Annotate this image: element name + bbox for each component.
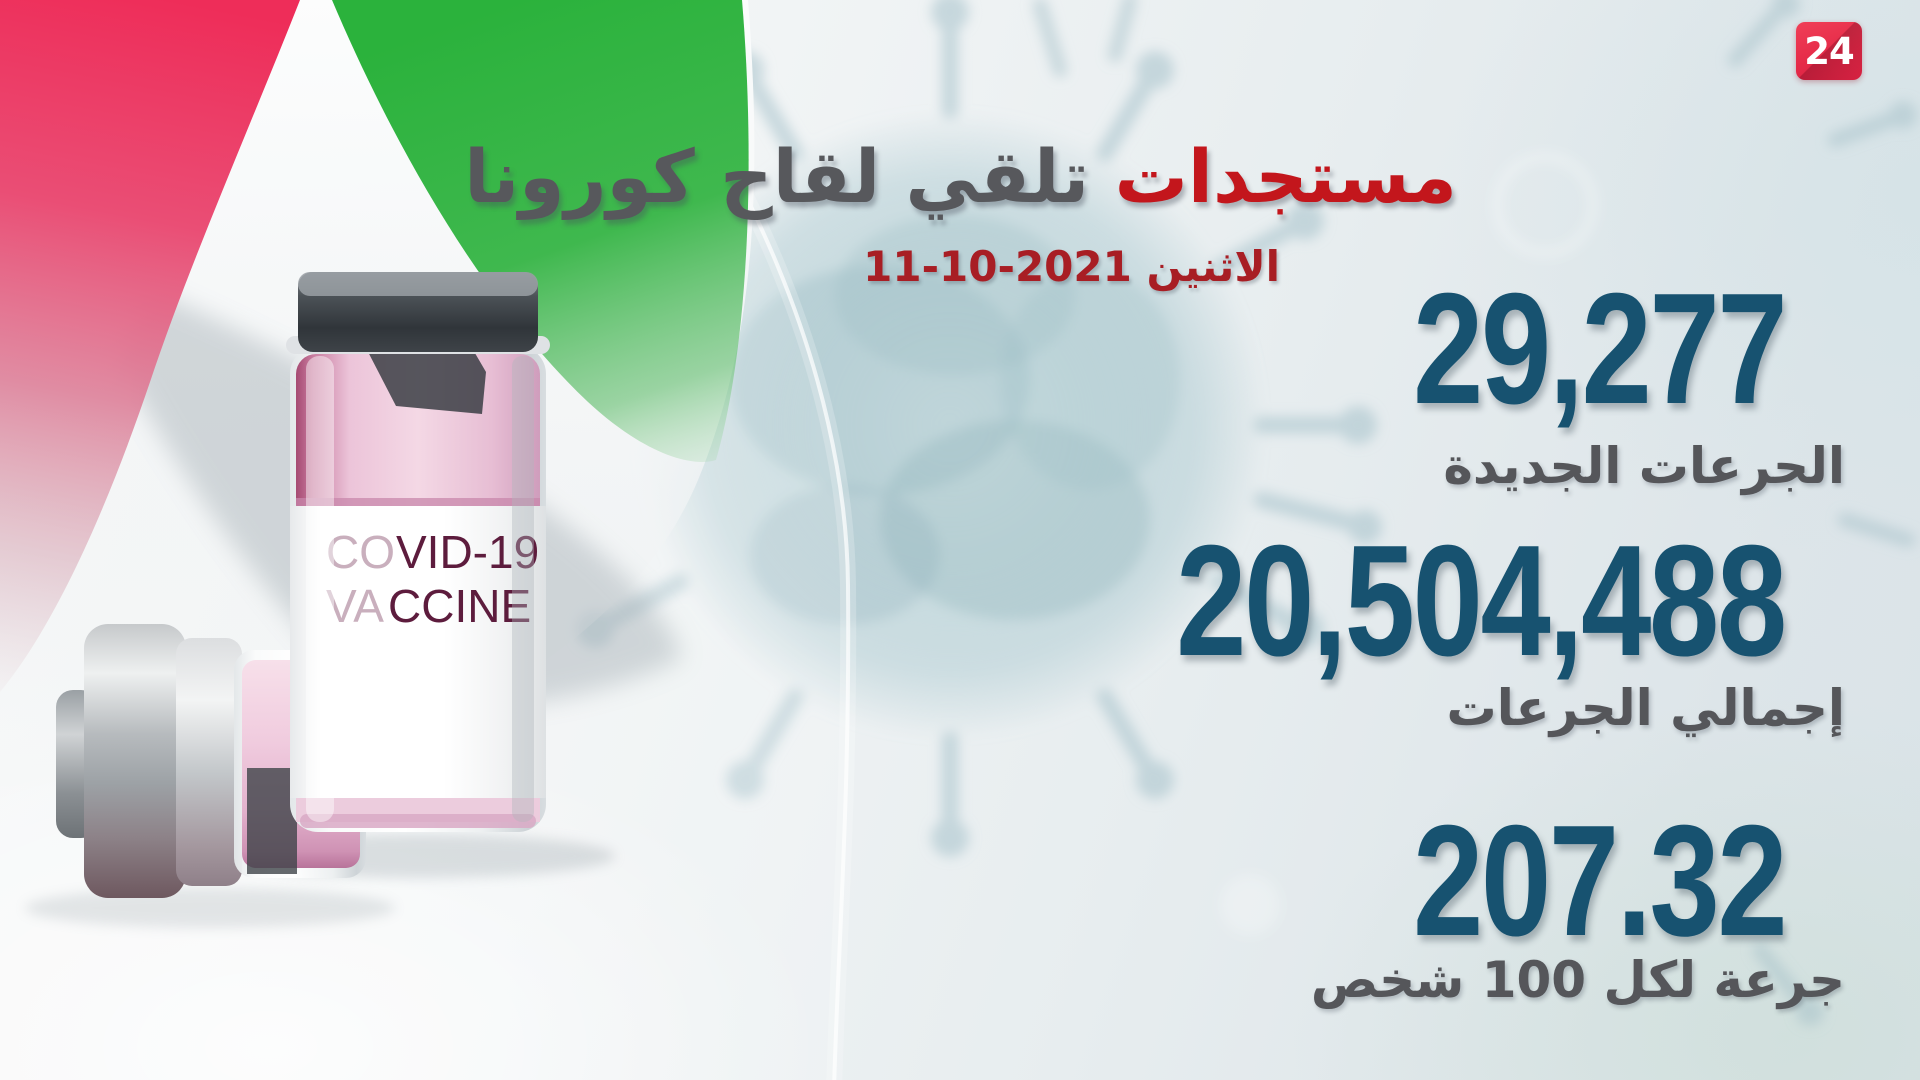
stat-new-doses-label: الجرعات الجديدة (1443, 437, 1845, 495)
standing-vial: CO VID-19 VA CCINE (286, 272, 550, 832)
stat-doses-per-100-label: جرعة لكل 100 شخص (1310, 951, 1845, 1009)
stat-doses-per-100-value: 207.32 (1320, 793, 1788, 969)
channel-24-logo: 24 (1796, 22, 1862, 80)
title-highlight: مستجدات (1114, 135, 1457, 220)
stat-new-doses-number: 29,277 (1412, 261, 1788, 437)
stat-total-doses-value: 20,504,488 (1024, 513, 1787, 689)
logo-shadow (1796, 22, 1862, 80)
title-rest: تلقي لقاح كورونا (464, 135, 1090, 220)
date-line: الاثنين 2021-10-11 (863, 242, 1280, 291)
flag-red-band (0, 0, 300, 692)
vaccine-vials-illustration: CO VID-19 VA CCINE (25, 272, 615, 928)
flag-green-band (332, 0, 749, 462)
vial-label-text-light2: VA (326, 580, 384, 632)
stat-new-doses-value: 29,277 (1320, 261, 1788, 437)
vial-label-text-dark1: VID-19 (396, 526, 539, 578)
vial-label-text-dark2: CCINE (388, 580, 531, 632)
vial-label-text-light1: CO (326, 526, 395, 578)
stat-total-doses-label: إجمالي الجرعات (1446, 679, 1845, 737)
logo-text: 24 (1804, 29, 1854, 73)
vial-label (290, 506, 546, 798)
stat-total-doses-number: 20,504,488 (1176, 513, 1787, 689)
page-title: مستجدات تلقي لقاح كورونا (464, 136, 1457, 220)
stat-doses-per-100-number: 207.32 (1412, 793, 1788, 969)
